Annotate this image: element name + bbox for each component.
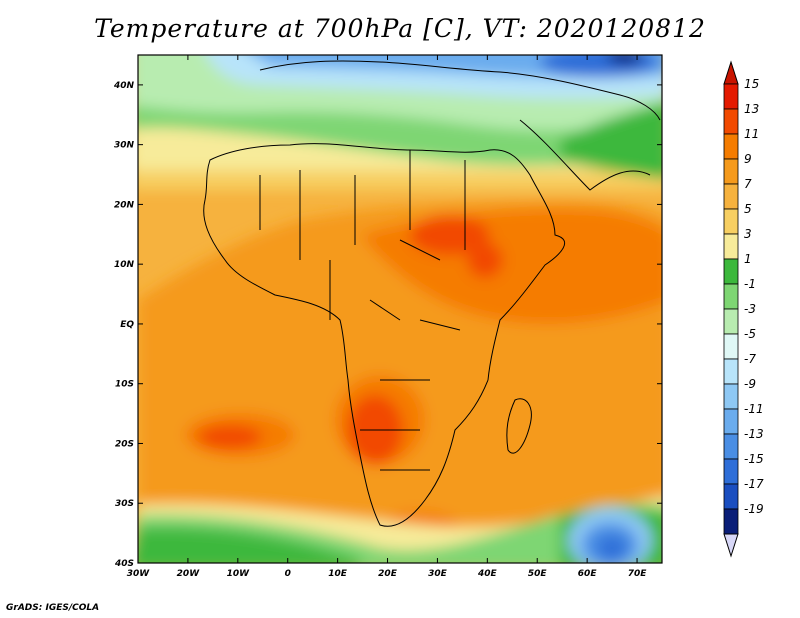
lon-tick-label: 60E xyxy=(578,569,598,579)
colorbar-swatch xyxy=(723,183,739,210)
map-title: Temperature at 700hPa [C], VT: 202012081… xyxy=(94,14,706,43)
colorbar-swatch xyxy=(723,208,739,235)
colorbar-label: -3 xyxy=(744,302,756,316)
lon-tick-label: 30W xyxy=(127,569,151,579)
lon-tick-label: 20W xyxy=(177,569,201,579)
colorbar-label: 7 xyxy=(744,177,752,191)
colorbar-swatch xyxy=(723,83,739,110)
colorbar-swatch xyxy=(723,108,739,135)
colorbar-swatch xyxy=(723,383,739,410)
lon-tick-label: 10W xyxy=(227,569,251,579)
lat-tick-label: 20N xyxy=(114,200,135,210)
lat-axis: 40N 30N 20N 10N EQ 10S 20S 30S 40S xyxy=(113,81,662,569)
colorbar-label: -13 xyxy=(744,427,764,441)
colorbar-label: -17 xyxy=(744,477,764,491)
lon-tick-label: 70E xyxy=(628,569,648,579)
lon-tick-label: 10E xyxy=(328,569,348,579)
colorbar-swatch xyxy=(723,133,739,160)
colorbar-label: -19 xyxy=(744,502,764,516)
colorbar-swatch xyxy=(723,483,739,510)
lat-tick-label: 20S xyxy=(115,439,134,449)
colorbar-bottom-arrow xyxy=(723,533,739,558)
colorbar-label: -1 xyxy=(744,277,756,291)
lat-tick-label: 30N xyxy=(114,141,135,151)
lat-tick-label: 10S xyxy=(115,380,134,390)
colorbar-label: -7 xyxy=(744,352,756,366)
colorbar-label: 11 xyxy=(744,127,759,141)
colorbar-label: -15 xyxy=(744,452,764,466)
colorbar-label: 1 xyxy=(744,252,752,266)
colorbar-swatch xyxy=(723,283,739,310)
colorbar-label: -9 xyxy=(744,377,756,391)
coastlines xyxy=(203,60,661,527)
colorbar-swatch xyxy=(723,508,739,535)
footer-credit: GrADS: IGES/COLA xyxy=(6,603,100,613)
colorbar-swatch xyxy=(723,408,739,435)
colorbar-swatch xyxy=(723,308,739,335)
colorbar-label: -11 xyxy=(744,402,764,416)
temperature-field xyxy=(138,55,662,563)
colorbar-label: -5 xyxy=(744,327,756,341)
lon-axis: 30W 20W 10W 0 10E 20E 30E 40E 50E 60E 70E xyxy=(127,55,647,579)
colorbar-swatch xyxy=(723,158,739,185)
colorbar-label: 15 xyxy=(744,77,759,91)
lon-tick-label: 50E xyxy=(528,569,548,579)
lon-tick-label: 0 xyxy=(285,569,291,579)
colorbar-label: 5 xyxy=(744,202,752,216)
colorbar-top-arrow xyxy=(723,60,739,85)
colorbar: 15 13 11 9 7 5 3 1 -1 -3 -5 -7 -9 -11 -13 -15 -17 -19 xyxy=(723,60,764,558)
colorbar-swatch xyxy=(723,358,739,385)
colorbar-label: 13 xyxy=(744,102,759,116)
plot-frame xyxy=(137,54,663,564)
lon-tick-label: 20E xyxy=(378,569,398,579)
lon-tick-label: 30E xyxy=(428,569,448,579)
lat-tick-label: 40N xyxy=(113,81,135,91)
lon-tick-label: 40E xyxy=(477,569,498,579)
colorbar-swatch xyxy=(723,233,739,260)
colorbar-label: 3 xyxy=(744,227,752,241)
colorbar-swatch xyxy=(723,258,739,285)
lat-tick-label: 30S xyxy=(115,499,134,509)
colorbar-swatch xyxy=(723,433,739,460)
colorbar-label: 9 xyxy=(744,152,752,166)
lat-tick-label: EQ xyxy=(120,320,134,330)
colorbar-swatch xyxy=(723,333,739,360)
lat-tick-label: 40S xyxy=(114,559,134,569)
lat-tick-label: 10N xyxy=(114,260,135,270)
colorbar-swatch xyxy=(723,458,739,485)
